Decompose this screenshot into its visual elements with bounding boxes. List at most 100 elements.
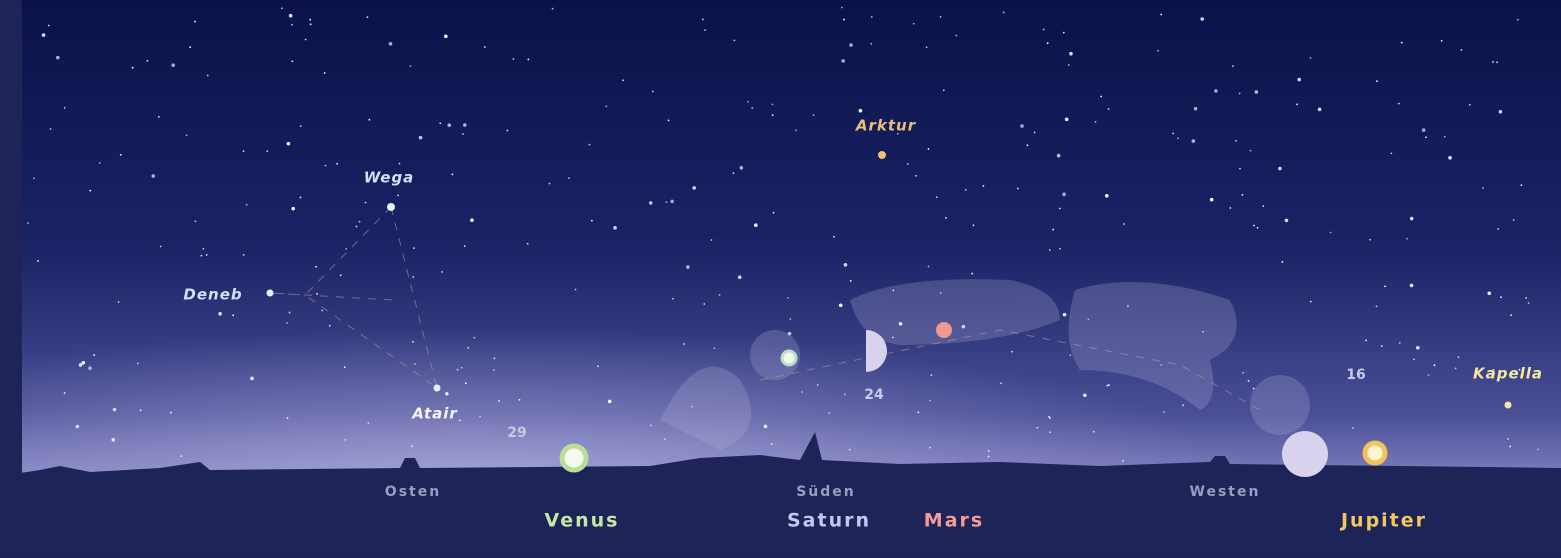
star bbox=[1069, 354, 1071, 356]
star bbox=[412, 276, 414, 278]
star bbox=[771, 103, 773, 105]
star bbox=[666, 201, 668, 203]
star bbox=[1318, 108, 1322, 112]
star bbox=[470, 218, 474, 222]
star bbox=[419, 136, 423, 140]
star bbox=[1469, 104, 1471, 106]
star bbox=[365, 202, 367, 204]
star bbox=[120, 154, 122, 156]
star bbox=[605, 105, 607, 107]
planet-label: Mars bbox=[924, 510, 984, 532]
star bbox=[1492, 61, 1494, 63]
star bbox=[1200, 17, 1204, 21]
star bbox=[1253, 225, 1255, 227]
star bbox=[27, 222, 29, 224]
star bbox=[1390, 152, 1392, 154]
star bbox=[1428, 374, 1430, 376]
star bbox=[1043, 29, 1045, 31]
star bbox=[943, 89, 945, 91]
star bbox=[751, 107, 753, 109]
star bbox=[329, 325, 331, 327]
star bbox=[186, 135, 188, 137]
star bbox=[1062, 192, 1066, 196]
star bbox=[1036, 427, 1038, 429]
star bbox=[1399, 342, 1401, 344]
jupiter-disc bbox=[1365, 443, 1385, 463]
star bbox=[1068, 64, 1070, 66]
star bbox=[1513, 219, 1515, 221]
star bbox=[281, 7, 283, 9]
star bbox=[316, 293, 318, 295]
star bbox=[232, 314, 234, 316]
star bbox=[50, 128, 52, 130]
star bbox=[309, 19, 311, 21]
star bbox=[498, 400, 500, 402]
star bbox=[207, 75, 209, 77]
planet-label: Saturn bbox=[787, 510, 871, 532]
star bbox=[1011, 351, 1013, 353]
star bbox=[568, 177, 570, 179]
moon-full bbox=[1282, 431, 1328, 477]
star bbox=[1455, 367, 1457, 369]
star bbox=[1482, 187, 1484, 189]
star bbox=[336, 163, 338, 165]
star bbox=[1047, 42, 1049, 44]
star bbox=[844, 394, 846, 396]
star bbox=[1330, 232, 1332, 234]
star bbox=[464, 245, 466, 247]
star bbox=[1063, 32, 1065, 34]
star-label: Kapella bbox=[1473, 365, 1543, 383]
star bbox=[1123, 223, 1125, 225]
star bbox=[813, 114, 815, 116]
star bbox=[42, 33, 46, 37]
star bbox=[1059, 208, 1061, 210]
star bbox=[151, 174, 155, 178]
star bbox=[1376, 305, 1378, 307]
star-label: Arktur bbox=[855, 117, 917, 135]
star bbox=[473, 337, 475, 339]
star bbox=[929, 400, 931, 402]
star bbox=[206, 254, 208, 256]
star bbox=[158, 116, 160, 118]
star bbox=[622, 79, 624, 81]
star bbox=[291, 60, 293, 62]
star bbox=[817, 384, 819, 386]
star bbox=[828, 412, 830, 414]
star bbox=[1003, 12, 1005, 14]
star bbox=[218, 312, 222, 316]
star bbox=[841, 7, 843, 9]
star bbox=[1100, 96, 1102, 98]
star bbox=[325, 165, 327, 167]
star bbox=[1108, 108, 1110, 110]
star bbox=[479, 416, 481, 418]
star bbox=[973, 224, 975, 226]
star bbox=[833, 236, 835, 238]
star bbox=[451, 173, 453, 175]
star bbox=[841, 59, 845, 63]
star bbox=[359, 221, 361, 223]
star bbox=[940, 16, 942, 18]
star bbox=[1106, 385, 1108, 387]
direction-label: Osten bbox=[385, 484, 441, 500]
star bbox=[965, 189, 967, 191]
star bbox=[1460, 49, 1462, 51]
star bbox=[928, 266, 930, 268]
star bbox=[1278, 167, 1282, 171]
star bbox=[711, 239, 713, 241]
star bbox=[936, 196, 938, 198]
star-label: Atair bbox=[411, 405, 458, 423]
star bbox=[513, 58, 515, 60]
star bbox=[79, 363, 83, 367]
star bbox=[461, 367, 463, 369]
atair-star bbox=[434, 385, 441, 392]
star bbox=[1352, 427, 1354, 429]
star bbox=[1297, 78, 1301, 82]
star bbox=[399, 163, 401, 165]
star bbox=[1232, 65, 1234, 67]
star bbox=[772, 114, 774, 116]
star bbox=[652, 91, 654, 93]
star bbox=[310, 23, 312, 25]
star bbox=[180, 455, 182, 457]
star bbox=[286, 322, 288, 324]
star bbox=[613, 226, 617, 230]
